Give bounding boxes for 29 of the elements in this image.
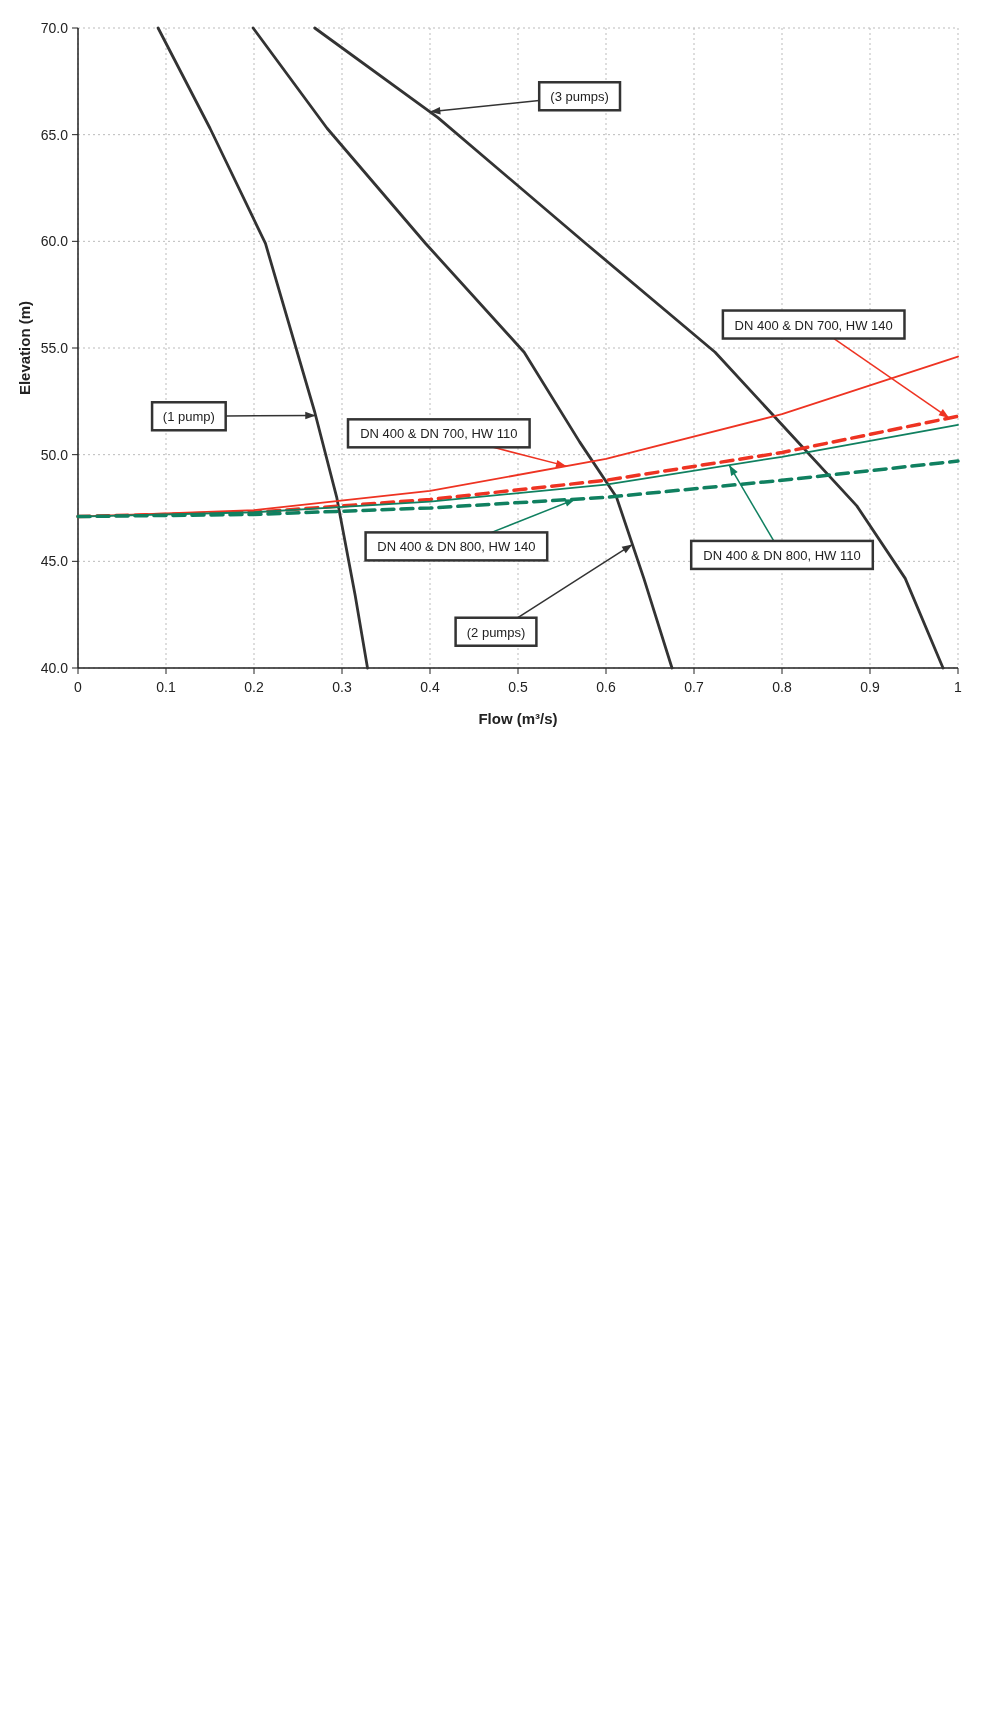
text: DN 400 & DN 700, HW 110	[360, 426, 518, 442]
text: (3 pumps)	[550, 89, 609, 105]
y-tick-label: 65.0	[40, 126, 69, 143]
x-tick-label: 1	[954, 679, 963, 695]
y-tick-label: 70.0	[40, 20, 69, 36]
x-tick-label: 0.7	[684, 679, 704, 695]
x-tick-label: 0.4	[420, 679, 440, 695]
y-tick-label: 55.0	[40, 340, 69, 356]
y-tick-label: 40.0	[40, 660, 69, 676]
x-tick-label: 0.9	[860, 679, 880, 695]
line-series	[251, 26, 674, 670]
text: DN 400 & DN 700, HW 140	[734, 317, 893, 333]
x-tick-label: 0	[74, 679, 83, 695]
y-tick-label: 60.0	[40, 233, 69, 250]
y-tick-label: 45.0	[40, 553, 69, 570]
text: DN 400 & DN 800, HW 110	[703, 547, 861, 563]
line-series	[313, 26, 945, 670]
x-tick-label: 0.1	[156, 679, 176, 695]
x-tick-label: 0.3	[332, 679, 352, 695]
text: (1 pump)	[162, 409, 215, 425]
text: DN 400 & DN 800, HW 140	[377, 539, 536, 555]
x-tick-label: 0.6	[596, 679, 616, 695]
x-axis-title: Flow (m³/s)	[478, 710, 558, 727]
y-tick-label: 50.0	[40, 446, 69, 463]
y-axis-title: Elevation (m)	[16, 300, 33, 396]
x-tick-label: 0.5	[508, 679, 528, 695]
x-tick-label: 0.8	[772, 679, 792, 695]
x-tick-label: 0.2	[244, 679, 264, 695]
text: (2 pumps)	[466, 624, 526, 640]
